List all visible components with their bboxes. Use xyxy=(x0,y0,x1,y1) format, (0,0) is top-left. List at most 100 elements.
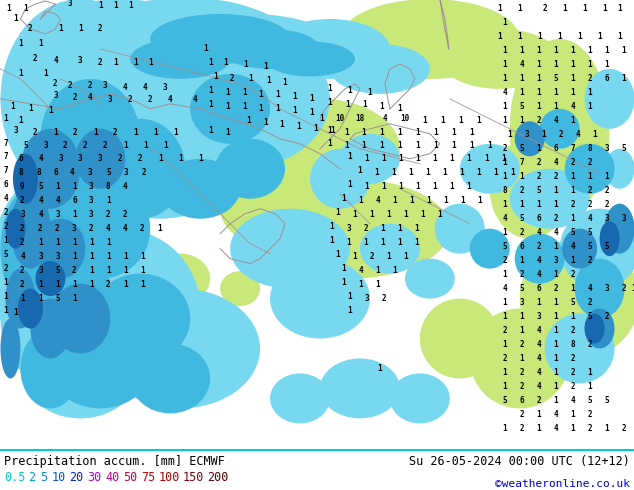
Text: 10: 10 xyxy=(400,114,410,123)
Text: 8: 8 xyxy=(36,168,41,177)
Text: 5: 5 xyxy=(553,74,558,83)
Text: 5: 5 xyxy=(38,182,42,191)
Text: 1: 1 xyxy=(404,252,408,261)
Text: 6: 6 xyxy=(604,74,609,83)
Text: 2: 2 xyxy=(519,382,524,391)
Text: 1: 1 xyxy=(28,104,33,113)
Text: 1: 1 xyxy=(484,154,489,163)
Text: 6: 6 xyxy=(519,242,524,251)
Text: 1: 1 xyxy=(432,182,437,191)
Text: 1: 1 xyxy=(72,238,77,247)
Text: 1: 1 xyxy=(163,141,167,150)
Text: 2: 2 xyxy=(536,158,541,167)
Text: 1: 1 xyxy=(368,88,372,98)
Text: 1: 1 xyxy=(347,292,353,301)
Text: 2: 2 xyxy=(587,256,592,265)
Text: 1: 1 xyxy=(98,1,103,10)
Text: 1: 1 xyxy=(378,364,382,373)
Text: 1: 1 xyxy=(498,32,502,42)
Text: 2: 2 xyxy=(553,284,558,293)
Text: 1: 1 xyxy=(536,60,541,70)
Text: 1: 1 xyxy=(536,47,541,55)
Text: 3: 3 xyxy=(536,312,541,321)
Text: 1: 1 xyxy=(89,266,94,275)
Text: 3: 3 xyxy=(88,168,93,177)
Ellipse shape xyxy=(520,239,634,359)
Text: 4: 4 xyxy=(55,196,60,205)
Text: 1: 1 xyxy=(553,382,558,391)
Text: 1: 1 xyxy=(328,139,332,148)
Text: 1: 1 xyxy=(208,100,212,109)
Text: 1: 1 xyxy=(536,88,541,98)
Text: 3: 3 xyxy=(108,96,113,104)
Text: 1: 1 xyxy=(342,264,346,273)
Text: 1: 1 xyxy=(3,278,8,287)
Text: 1: 1 xyxy=(55,182,60,191)
Text: 1: 1 xyxy=(502,228,507,237)
Text: 4: 4 xyxy=(536,340,541,349)
Text: 1: 1 xyxy=(143,141,148,150)
Text: 5: 5 xyxy=(502,242,507,251)
Text: 1: 1 xyxy=(178,154,183,163)
Ellipse shape xyxy=(562,229,597,269)
Text: 1: 1 xyxy=(133,128,138,137)
Text: 1: 1 xyxy=(309,108,314,117)
Text: 3: 3 xyxy=(72,224,77,233)
Text: 2: 2 xyxy=(542,4,547,14)
Text: 8: 8 xyxy=(18,168,23,177)
Text: 1: 1 xyxy=(519,200,524,209)
Text: 1: 1 xyxy=(458,116,463,125)
Text: 1: 1 xyxy=(553,340,558,349)
Ellipse shape xyxy=(270,259,370,339)
Text: 1: 1 xyxy=(38,280,42,289)
Text: 2: 2 xyxy=(502,256,507,265)
Text: 4: 4 xyxy=(575,130,580,139)
Text: 5: 5 xyxy=(571,298,575,307)
Text: 1: 1 xyxy=(359,280,363,289)
Text: 2: 2 xyxy=(571,382,575,391)
Text: 2: 2 xyxy=(3,208,8,217)
Text: 1: 1 xyxy=(335,250,340,259)
Ellipse shape xyxy=(1,0,160,199)
Text: 2: 2 xyxy=(604,200,609,209)
Text: 1: 1 xyxy=(437,210,442,219)
Ellipse shape xyxy=(41,79,140,199)
Text: 2: 2 xyxy=(103,141,108,150)
Text: 1: 1 xyxy=(399,154,403,163)
Text: 2: 2 xyxy=(63,141,68,150)
Text: Su 26-05-2024 00:00 UTC (12+12): Su 26-05-2024 00:00 UTC (12+12) xyxy=(409,455,630,467)
Ellipse shape xyxy=(81,0,280,59)
Text: 1: 1 xyxy=(128,1,133,10)
Text: 1: 1 xyxy=(123,280,127,289)
Text: 2: 2 xyxy=(83,141,87,150)
Text: 2: 2 xyxy=(587,186,592,195)
Text: 4: 4 xyxy=(553,228,558,237)
Text: 4: 4 xyxy=(123,224,127,233)
Text: 1: 1 xyxy=(398,128,402,137)
Text: 2: 2 xyxy=(571,270,575,279)
Text: 1: 1 xyxy=(519,326,524,335)
Text: 7: 7 xyxy=(3,152,8,161)
Text: 1: 1 xyxy=(587,172,592,181)
Text: 1: 1 xyxy=(432,154,437,163)
Text: 4: 4 xyxy=(536,354,541,363)
Text: 1: 1 xyxy=(53,128,58,137)
Text: 1: 1 xyxy=(78,24,82,33)
Text: 1: 1 xyxy=(392,266,397,275)
Ellipse shape xyxy=(70,44,110,94)
Text: 1: 1 xyxy=(502,382,507,391)
Text: 1: 1 xyxy=(113,1,117,10)
Text: 2: 2 xyxy=(88,81,93,90)
Text: 1: 1 xyxy=(266,76,270,85)
Text: 1: 1 xyxy=(422,116,427,125)
Text: 5: 5 xyxy=(587,396,592,405)
Text: 1: 1 xyxy=(517,32,522,42)
Text: 1: 1 xyxy=(536,200,541,209)
Text: 1: 1 xyxy=(365,154,369,163)
Text: 3: 3 xyxy=(58,154,63,163)
Ellipse shape xyxy=(13,154,38,204)
Ellipse shape xyxy=(605,204,634,254)
Ellipse shape xyxy=(50,179,150,279)
Ellipse shape xyxy=(340,134,400,184)
Text: 1: 1 xyxy=(415,182,420,191)
